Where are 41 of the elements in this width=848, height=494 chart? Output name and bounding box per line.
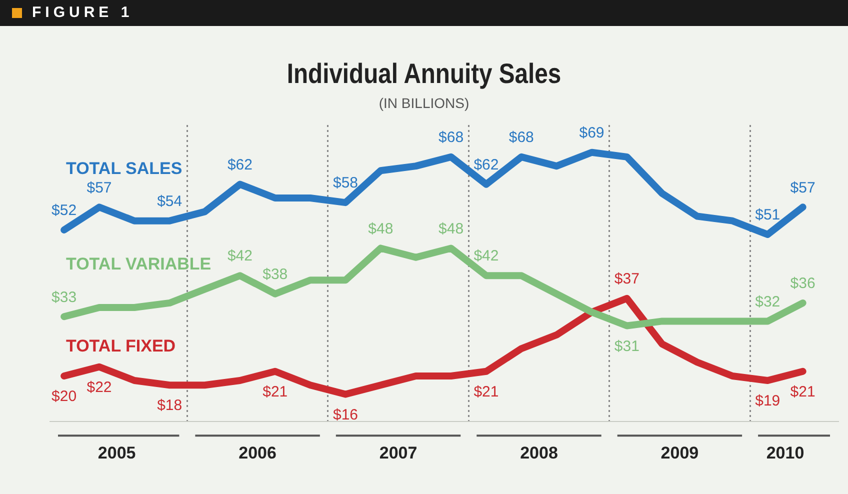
data-label: $21	[474, 384, 499, 401]
data-label: $62	[227, 156, 252, 174]
data-label: $21	[262, 384, 288, 401]
x-tick-label: 2005	[98, 443, 136, 462]
series-label: TOTAL VARIABLE	[66, 254, 212, 274]
data-label: $58	[332, 174, 358, 192]
text: TOTAL SALES	[66, 158, 182, 178]
data-label: $54	[157, 192, 182, 210]
data-label: $20	[52, 388, 77, 406]
data-label: $22	[86, 378, 112, 396]
data-label: $32	[755, 293, 780, 310]
data-label: $18	[157, 397, 182, 414]
data-label: $33	[52, 288, 77, 306]
data-label: $51	[755, 206, 780, 224]
data-label: $21	[790, 384, 816, 401]
data-label: $62	[474, 156, 499, 174]
x-tick-label: 2008	[520, 443, 558, 462]
data-label: $36	[790, 275, 816, 292]
data-label: $38	[262, 266, 288, 283]
chart-subtitle: (IN BILLIONS)	[378, 95, 470, 111]
x-tick-label: 2010	[766, 443, 804, 462]
data-label: $48	[438, 220, 464, 238]
data-label: $57	[790, 179, 816, 196]
data-label: $68	[438, 129, 464, 146]
data-label: $19	[755, 392, 780, 410]
x-tick-label: 2009	[660, 443, 699, 462]
data-label: $37	[614, 270, 640, 288]
chart-title: Individual Annuity Sales	[286, 58, 562, 90]
data-label: $48	[368, 220, 394, 238]
x-tick-label: 2006	[238, 443, 276, 462]
data-label: $57	[86, 179, 112, 196]
data-label: $31	[614, 338, 640, 355]
series-label: TOTAL FIXED	[66, 336, 176, 356]
data-label: $42	[474, 248, 499, 265]
caption: FIGURE 1	[32, 4, 134, 21]
data-label: $69	[579, 124, 604, 142]
data-label: $42	[227, 248, 252, 265]
x-tick-label: 2007	[379, 443, 418, 462]
data-label: $16	[332, 406, 358, 424]
data-label: $68	[508, 129, 534, 146]
data-label: $52	[52, 202, 77, 220]
